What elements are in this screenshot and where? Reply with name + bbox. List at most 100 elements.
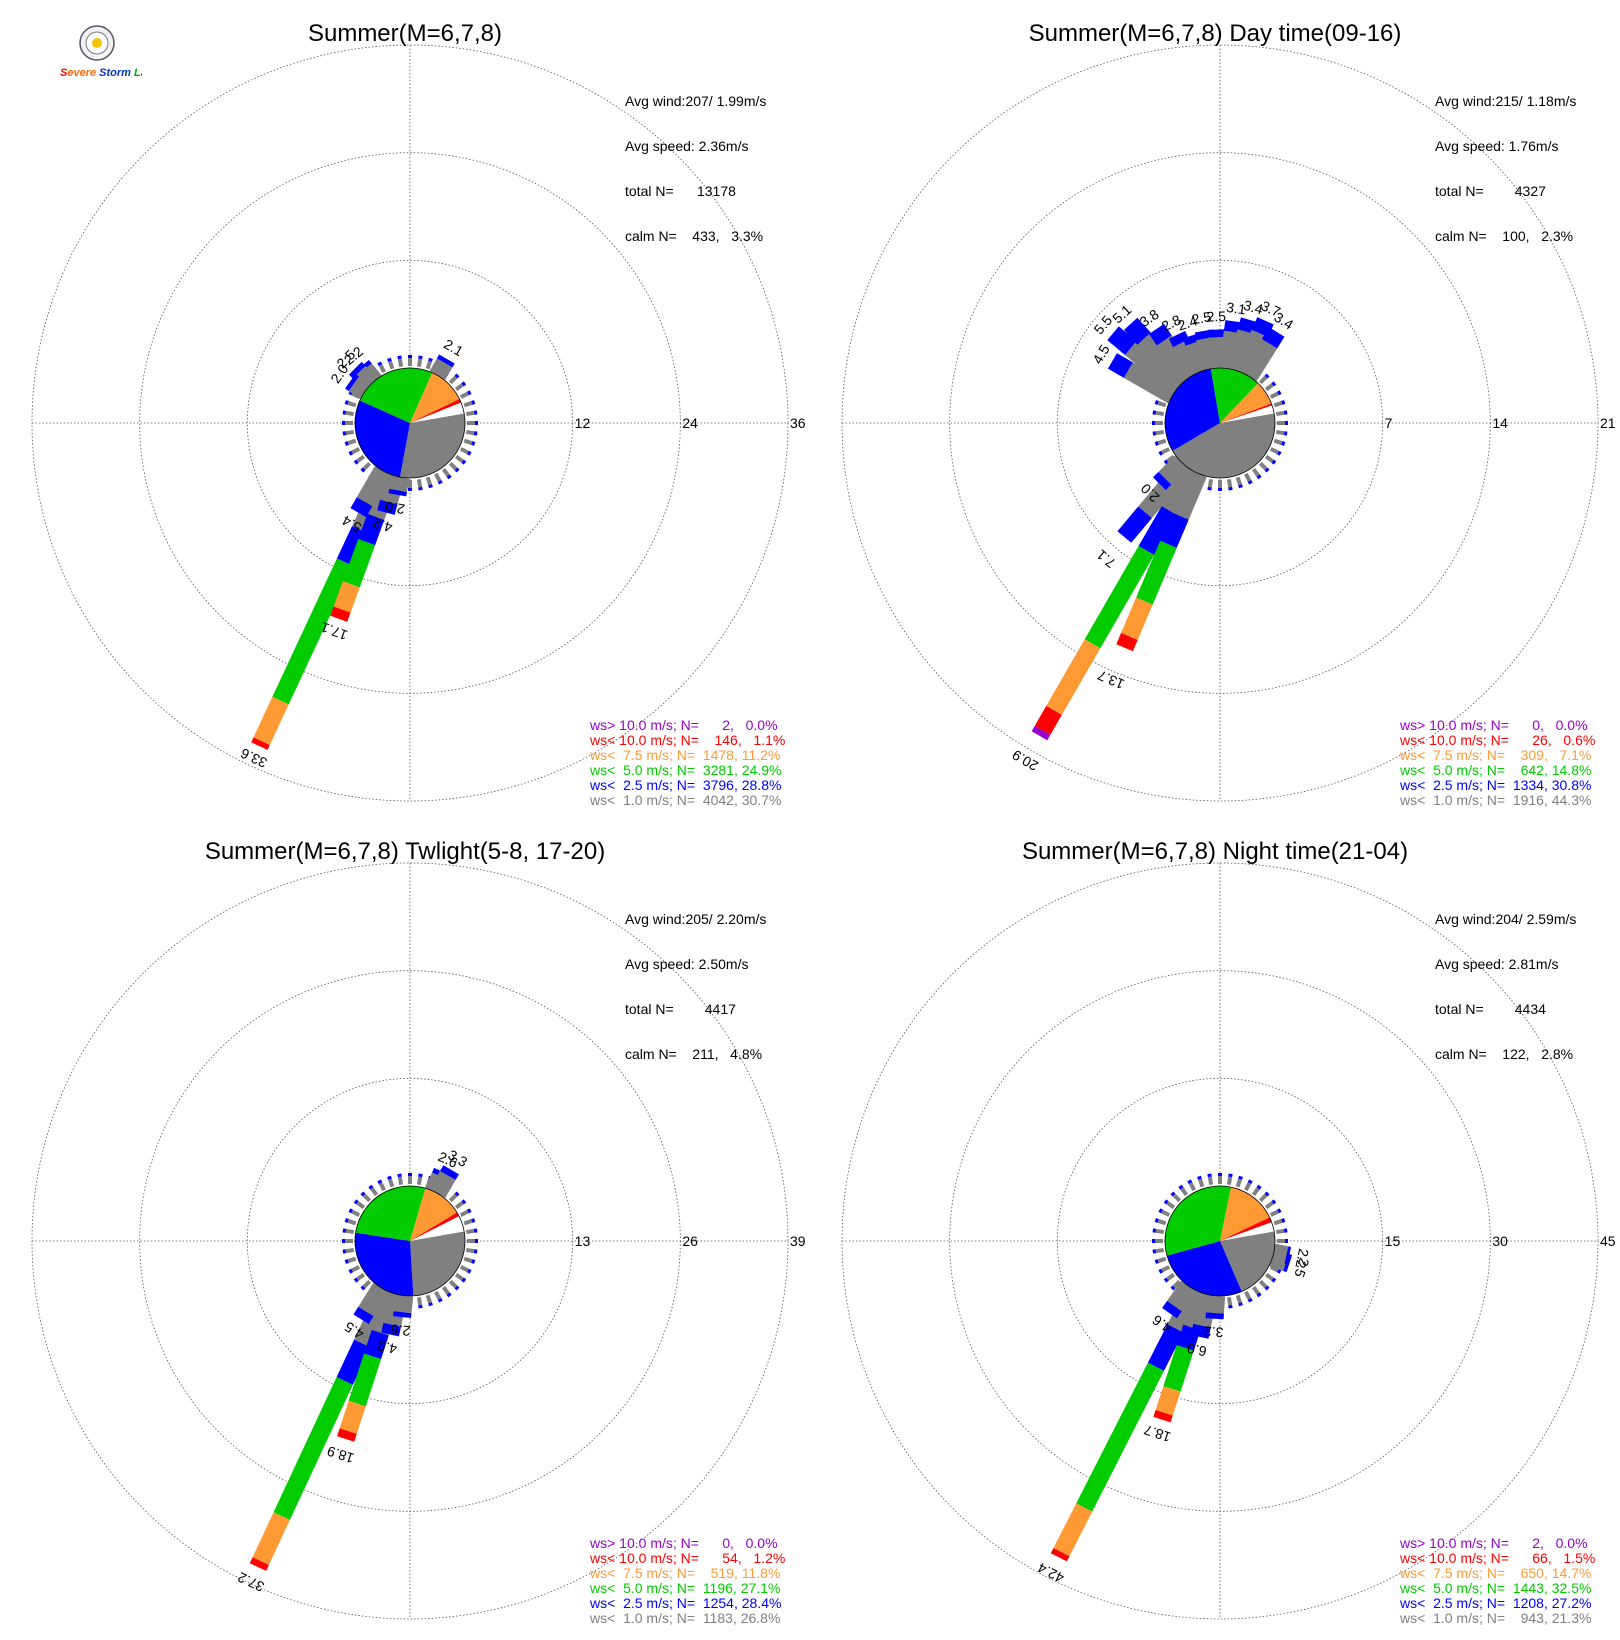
pie-outline	[1164, 1185, 1276, 1297]
avg-speed: Avg speed: 2.50m/s	[625, 956, 749, 972]
legend: ws> 10.0 m/s; N= 2, 0.0% ws< 10.0 m/s; N=…	[590, 718, 785, 808]
minor-petal	[1258, 461, 1268, 471]
petal-segment	[429, 1170, 456, 1198]
petal-segment	[1107, 353, 1133, 378]
legend-entry: ws> 10.0 m/s; N= 0, 0.0%	[590, 1535, 778, 1551]
petal-value-label: 20.9	[1009, 747, 1041, 775]
petal-segment	[1107, 326, 1137, 355]
pie-outline	[354, 367, 466, 479]
minor-petal	[1226, 478, 1233, 488]
minor-petal-tip	[428, 484, 433, 489]
petal-value-label: 3.1	[1225, 299, 1247, 318]
petal-segment	[377, 499, 398, 515]
petal-value-label: 2.2	[1292, 1247, 1312, 1270]
petal-segment	[1034, 705, 1062, 735]
minor-petal	[1244, 1290, 1252, 1300]
minor-petal	[1275, 410, 1285, 417]
petal-segment	[333, 581, 360, 613]
pie-slice	[410, 1231, 465, 1296]
pie-slice	[359, 368, 433, 423]
petal-segment	[339, 1400, 366, 1434]
minor-petal-tip	[348, 450, 353, 456]
petal-value-label: 2.5	[1206, 308, 1226, 325]
minor-petal	[463, 401, 473, 408]
minor-petal	[1161, 447, 1171, 455]
minor-petal-tip	[428, 357, 433, 362]
minor-petal	[1157, 438, 1167, 445]
minor-petal-tip	[1187, 1179, 1193, 1184]
avg-wind: Avg wind:204/ 2.59m/s	[1435, 911, 1577, 927]
petal-segment	[436, 354, 455, 368]
legend-entry: ws< 2.5 m/s; N= 3796, 28.8%	[590, 777, 782, 793]
ring-label: 15	[1385, 1233, 1401, 1249]
ring-label: 45	[1600, 1233, 1616, 1249]
legend-entry: ws< 5.0 m/s; N= 642, 14.8%	[1400, 762, 1592, 778]
minor-petal	[441, 467, 450, 477]
stats-block: Avg wind:207/ 1.99m/s Avg speed: 2.36m/s…	[625, 64, 766, 274]
minor-petal	[454, 454, 464, 463]
petal-segment	[1147, 1324, 1184, 1371]
minor-petal-tip	[471, 441, 476, 446]
minor-petal-tip	[348, 1208, 353, 1214]
minor-petal	[465, 1247, 475, 1254]
minor-petal-tip	[467, 450, 472, 456]
windrose-panel-day: 7 14 21 20.9 13.7 7.1 2.0 4.5 5.5 5.1 3.8 2.8 2.4 2.5…	[810, 0, 1620, 820]
petal-value-label: 2.5	[1190, 308, 1212, 327]
petal-segment	[1190, 1323, 1211, 1339]
minor-petal	[1275, 429, 1285, 436]
minor-petal	[441, 1285, 450, 1295]
minor-petal	[1264, 383, 1274, 392]
minor-petal	[448, 461, 458, 471]
minor-petal-tip	[1163, 1199, 1169, 1205]
petal-segment	[1167, 1280, 1196, 1312]
minor-petal	[388, 360, 395, 370]
legend-entry: ws< 5.0 m/s; N= 1196, 27.1%	[590, 1580, 781, 1596]
minor-petal	[1188, 1182, 1196, 1192]
minor-petal	[454, 383, 464, 392]
legend-entry: ws> 10.0 m/s; N= 2, 0.0%	[1400, 1535, 1588, 1551]
minor-petal-tip	[344, 441, 349, 446]
petal-segment	[429, 358, 453, 380]
minor-petal	[463, 1256, 473, 1263]
minor-petal-tip	[1271, 381, 1277, 387]
legend-entry: ws< 1.0 m/s; N= 1916, 44.3%	[1400, 792, 1592, 808]
pie-slice	[1220, 383, 1272, 423]
minor-petal	[459, 1209, 469, 1217]
minor-petal-tip	[1154, 1259, 1159, 1264]
minor-petal	[1258, 1279, 1268, 1289]
minor-petal	[1251, 467, 1260, 477]
minor-petal	[1161, 1265, 1171, 1273]
petal-segment	[342, 539, 376, 588]
minor-petal-tip	[1281, 441, 1286, 446]
minor-petal-tip	[1158, 450, 1163, 456]
petal-segment	[1205, 1312, 1224, 1320]
minor-petal	[1275, 1228, 1285, 1235]
calm-n: calm N= 100, 2.3%	[1435, 228, 1574, 244]
petal-segment	[251, 737, 270, 750]
minor-petal	[425, 360, 432, 370]
minor-petal	[1258, 375, 1268, 385]
minor-petal	[347, 1256, 357, 1263]
minor-petal-tip	[1256, 474, 1262, 480]
minor-petal-tip	[1154, 441, 1159, 446]
pie-slice	[1210, 368, 1258, 423]
chart-title: Summer(M=6,7,8) Night time(21-04)	[1021, 838, 1409, 865]
windrose-panel-night: 15 30 45 42.4 18.7 4.6 6.0 3.2 2.5 2.2 Summer(M=6…	[810, 818, 1620, 1638]
minor-petal-tip	[446, 1292, 452, 1298]
windrose-panel-twilight: 13 26 39 37.2 18.9 4.5 4.9 2.6 2.6 3.3 Summer(M=6…	[0, 818, 810, 1638]
minor-petal	[465, 410, 475, 417]
minor-petal	[1172, 1279, 1182, 1289]
minor-petal-tip	[377, 1179, 383, 1184]
petal-segment	[1050, 1548, 1070, 1562]
minor-petal	[362, 1193, 372, 1203]
pie-slice	[355, 1232, 414, 1296]
petal-segment	[1116, 632, 1138, 652]
petal-segment	[353, 1306, 374, 1325]
minor-petal	[416, 1176, 423, 1186]
minor-petal	[1251, 1285, 1260, 1295]
minor-petal-tip	[1281, 400, 1286, 405]
minor-petal-tip	[1170, 1191, 1176, 1197]
legend-entry: ws> 10.0 m/s; N= 0, 0.0%	[1400, 717, 1588, 733]
avg-speed: Avg speed: 2.36m/s	[625, 138, 749, 154]
minor-petal	[465, 429, 475, 436]
